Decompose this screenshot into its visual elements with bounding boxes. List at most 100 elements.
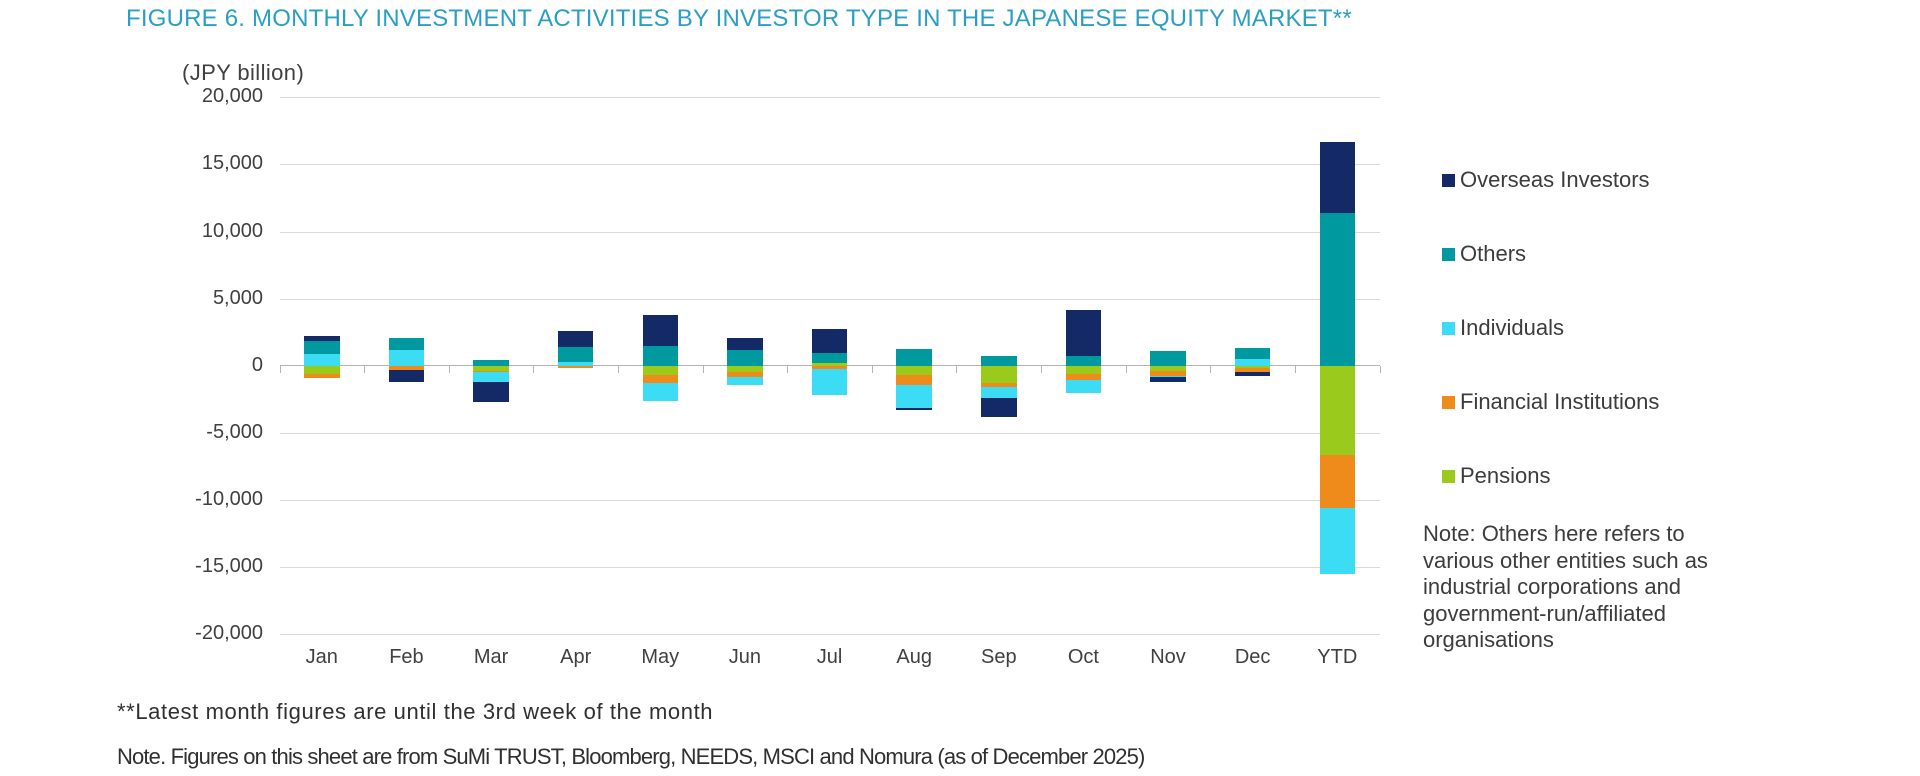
bar-segment-overseas_investors-feb (388, 369, 425, 383)
bar-segment-overseas_investors-jul (811, 329, 848, 354)
legend-label: Others (1460, 241, 1527, 266)
x-axis-tick (1294, 365, 1296, 373)
chart-title: FIGURE 6. MONTHLY INVESTMENT ACTIVITIES … (126, 5, 1352, 32)
footnote-source: Note. Figures on this sheet are from SuM… (117, 744, 1145, 769)
x-axis-category-label: Dec (1234, 646, 1271, 668)
bar-segment-pensions-mar (473, 365, 509, 372)
bar-segment-pensions-may (642, 365, 679, 376)
footnote-latest-month: **Latest month figures are until the 3rd… (117, 699, 714, 724)
x-axis-tick (787, 365, 789, 373)
bar-segment-individuals-jun (727, 376, 763, 385)
legend-item-others: Others (1442, 241, 1527, 266)
bar-segment-pensions-jun (727, 365, 763, 373)
legend-swatch-individuals (1442, 321, 1455, 335)
bar-segment-others-nov (1150, 351, 1186, 366)
bar-segment-overseas_investors-apr (557, 331, 594, 347)
legend-item-pensions: Pensions (1442, 463, 1551, 488)
bar-segment-individuals-ytd (1319, 507, 1356, 575)
x-axis-tick (1379, 365, 1381, 373)
y-gridline (279, 634, 1380, 636)
x-axis-tick (1041, 365, 1043, 373)
x-axis-tick (533, 365, 535, 373)
bar-segment-financial_institutions-aug (896, 375, 932, 385)
y-gridline (279, 231, 1380, 233)
bar-segment-pensions-aug (896, 365, 932, 376)
bar-segment-financial_institutions-sep (981, 383, 1017, 388)
legend-note-line: Note: Others here refers to (1423, 521, 1685, 546)
y-axis-tick-label: -10,000 (195, 487, 263, 510)
y-axis-tick-label: 0 (251, 353, 263, 376)
legend-note-line: various other entities such as (1423, 547, 1708, 573)
bar-segment-individuals-feb (388, 349, 425, 366)
x-axis-category-label: YTD (1317, 646, 1358, 668)
y-axis-tick-label: -5,000 (206, 420, 263, 443)
legend-label: Individuals (1460, 315, 1564, 340)
bar-segment-financial_institutions-nov (1150, 371, 1186, 376)
bar-segment-others-ytd (1319, 213, 1356, 366)
bar-segment-individuals-sep (981, 387, 1017, 398)
y-axis-unit-label: (JPY billion) (182, 60, 305, 85)
y-gridline (279, 567, 1380, 568)
bar-segment-financial_institutions-jun (727, 372, 763, 377)
bar-segment-individuals-nov (1150, 375, 1186, 378)
x-axis-category-label: Jan (305, 646, 338, 668)
x-axis-tick (617, 365, 619, 373)
bar-segment-financial_institutions-mar (473, 371, 509, 373)
bar-segment-financial_institutions-feb (388, 365, 425, 370)
bar-segment-others-mar (473, 360, 509, 366)
x-axis-category-label: Nov (1150, 646, 1186, 668)
legend-item-financial_institutions: Financial Institutions (1442, 389, 1660, 414)
bar-segment-overseas_investors-aug (896, 407, 932, 411)
bar-segment-pensions-sep (981, 365, 1017, 384)
y-gridline (279, 164, 1380, 166)
legend-swatch-pensions (1442, 469, 1455, 483)
bar-segment-overseas_investors-jan (304, 336, 340, 341)
bar-segment-financial_institutions-jan (304, 374, 340, 378)
legend-note-line: organisations (1423, 627, 1554, 652)
bar-segment-individuals-jan (304, 353, 340, 366)
y-gridline (279, 298, 1380, 300)
x-axis-category-label: Sep (980, 646, 1017, 668)
bar-segment-pensions-oct (1065, 365, 1102, 374)
y-axis-tick-label: -20,000 (195, 622, 263, 645)
bar-segment-financial_institutions-may (642, 375, 679, 383)
bar-segment-others-aug (896, 348, 932, 366)
bar-segment-financial_institutions-oct (1065, 373, 1102, 380)
legend-item-overseas_investors: Overseas Investors (1442, 167, 1650, 192)
y-gridline (279, 97, 1380, 99)
x-axis-tick (279, 365, 281, 373)
bar-segment-individuals-jul (811, 369, 848, 396)
y-gridline (279, 499, 1380, 501)
y-axis-tick-label: 15,000 (201, 152, 263, 175)
x-axis-tick (448, 365, 450, 373)
bar-segment-pensions-ytd (1319, 365, 1356, 455)
y-axis-tick-label: 20,000 (201, 85, 263, 108)
bar-segment-individuals-dec (1234, 359, 1271, 366)
bar-segment-individuals-oct (1065, 379, 1102, 393)
x-axis-tick (364, 365, 366, 373)
bar-segment-individuals-may (642, 382, 679, 401)
bar-segment-pensions-dec (1234, 365, 1271, 369)
bar-segment-overseas_investors-jun (727, 338, 763, 350)
bar-segment-overseas_investors-nov (1150, 377, 1186, 383)
bar-segment-overseas_investors-ytd (1319, 141, 1356, 214)
bar-segment-individuals-apr (557, 361, 594, 366)
bar-segment-overseas_investors-mar (473, 382, 509, 402)
bar-segment-overseas_investors-may (642, 314, 679, 346)
bar-segment-others-jul (811, 353, 848, 363)
x-axis-tick (702, 365, 704, 373)
x-axis-category-label: Oct (1067, 646, 1099, 668)
bar-segment-overseas_investors-oct (1065, 310, 1102, 356)
x-axis-category-label: Mar (473, 646, 509, 668)
x-axis-tick (956, 365, 958, 373)
bar-segment-others-jun (727, 349, 763, 366)
x-axis-tick (871, 365, 873, 373)
legend-label: Overseas Investors (1460, 167, 1650, 192)
bar-segment-financial_institutions-dec (1234, 368, 1271, 372)
legend-note-line: industrial corporations and (1423, 574, 1682, 599)
bar-segment-financial_institutions-jul (811, 365, 848, 370)
bar-segment-others-apr (557, 346, 594, 362)
x-axis-category-label: Apr (560, 646, 592, 668)
bar-segment-overseas_investors-sep (981, 397, 1017, 417)
legend-label: Financial Institutions (1460, 389, 1660, 414)
